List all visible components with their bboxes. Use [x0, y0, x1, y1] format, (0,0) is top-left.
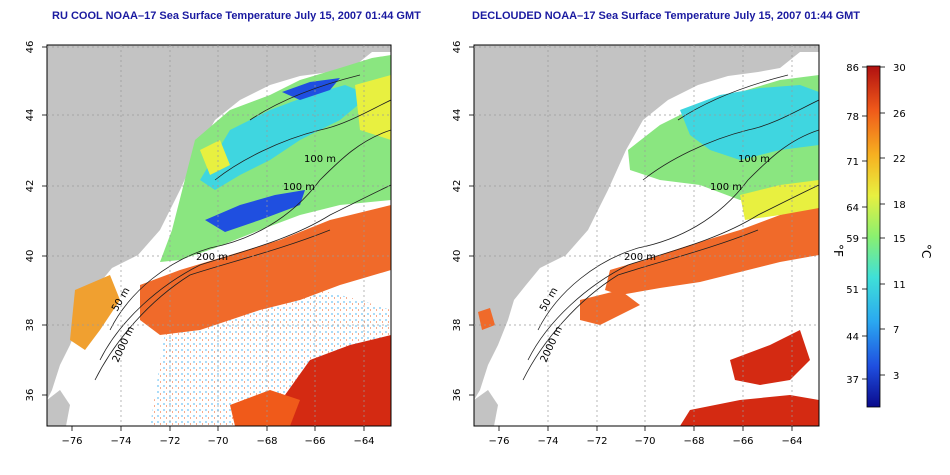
celsius-tick-label: 11 [893, 280, 906, 291]
x-tick-label: −70 [634, 436, 655, 447]
x-tick-label: −70 [207, 436, 228, 447]
sst-cyan-band [680, 85, 819, 160]
sst-cold-streak [205, 190, 305, 232]
contour-label: 100 m [283, 182, 315, 193]
grid-lines [474, 45, 819, 426]
x-tick-label: −72 [586, 436, 607, 447]
x-tick-label: −64 [353, 436, 374, 447]
y-tick-label: 46 [25, 41, 36, 54]
y-tick-label: 40 [452, 250, 463, 263]
y-tick-label: 46 [452, 41, 463, 54]
sst-warm-gulf-stream [140, 205, 391, 335]
right-map-panel: 100 m 100 m 200 m 50 m 2000 m [473, 44, 820, 427]
land-mass [474, 390, 498, 426]
celsius-label: °C [919, 244, 933, 258]
colorbar-gradient [866, 65, 881, 408]
x-tick-label: −68 [683, 436, 704, 447]
x-tick-label: −76 [61, 436, 82, 447]
y-tick-label: 44 [452, 109, 463, 122]
map-frame [46, 44, 392, 427]
fahrenheit-tick-label: 78 [846, 112, 859, 123]
celsius-tick-label: 15 [893, 234, 906, 245]
sst-hot-area [230, 390, 300, 426]
y-tick-label: 42 [452, 180, 463, 193]
sst-yellow-band [200, 140, 230, 175]
celsius-tick-label: 30 [893, 63, 906, 74]
sst-coastal [478, 308, 495, 330]
right-map-title: DECLOUDED NOAA–17 Sea Surface Temperatur… [472, 10, 861, 22]
grid-lines [47, 45, 391, 426]
contour-label: 200 m [196, 252, 228, 263]
celsius-tick-label: 18 [893, 200, 906, 211]
map-frame [473, 44, 820, 427]
left-map-title: RU COOL NOAA–17 Sea Surface Temperature … [52, 10, 421, 22]
x-tick-label: −72 [159, 436, 180, 447]
celsius-tick-label: 26 [893, 109, 906, 120]
land-mass [47, 390, 70, 426]
celsius-tick-label: 22 [893, 154, 906, 165]
sst-cyan-band [200, 85, 370, 190]
y-tick-label: 38 [25, 319, 36, 332]
contour-label: 100 m [710, 182, 742, 193]
x-tick-label: −64 [781, 436, 802, 447]
sst-cold-streak [282, 78, 340, 100]
fahrenheit-label: °F [831, 244, 845, 257]
sst-warm-gulf-stream [580, 290, 640, 325]
left-map-panel: 100 m 100 m 200 m 50 m 2000 m [46, 44, 392, 427]
x-tick-label: −68 [256, 436, 277, 447]
y-tick-label: 36 [25, 389, 36, 402]
celsius-tick-label: 7 [893, 325, 899, 336]
fahrenheit-tick-label: 44 [846, 332, 859, 343]
land-mass [47, 45, 391, 400]
bathymetry-contours [94, 74, 391, 381]
sst-hot-area [730, 330, 810, 385]
contour-label: 200 m [624, 252, 656, 263]
x-tick-label: −74 [110, 436, 131, 447]
sst-hot-area [280, 335, 391, 426]
x-tick-label: −74 [537, 436, 558, 447]
sst-warm-gulf-stream [605, 208, 819, 295]
contour-label: 100 m [304, 154, 336, 165]
sst-hot-area [680, 395, 819, 426]
fahrenheit-tick-label: 59 [846, 234, 859, 245]
temperature-colorbar: °F °C [831, 65, 933, 408]
y-tick-label: 36 [452, 389, 463, 402]
y-tick-label: 38 [452, 319, 463, 332]
fahrenheit-tick-label: 71 [846, 157, 859, 168]
celsius-tick-label: 3 [893, 371, 899, 382]
fahrenheit-tick-label: 51 [846, 285, 859, 296]
fahrenheit-tick-label: 86 [846, 63, 859, 74]
land-mass [474, 45, 819, 400]
x-tick-label: −66 [732, 436, 753, 447]
y-tick-label: 44 [25, 109, 36, 122]
x-tick-label: −76 [488, 436, 509, 447]
sst-yellow-band [740, 180, 819, 220]
y-tick-label: 42 [25, 180, 36, 193]
fahrenheit-tick-label: 37 [846, 375, 859, 386]
bathymetry-contours [522, 74, 819, 381]
sst-coastal [70, 275, 120, 350]
contour-label: 100 m [738, 154, 770, 165]
x-tick-label: −66 [304, 436, 325, 447]
y-tick-label: 40 [25, 250, 36, 263]
fahrenheit-tick-label: 64 [846, 203, 859, 214]
